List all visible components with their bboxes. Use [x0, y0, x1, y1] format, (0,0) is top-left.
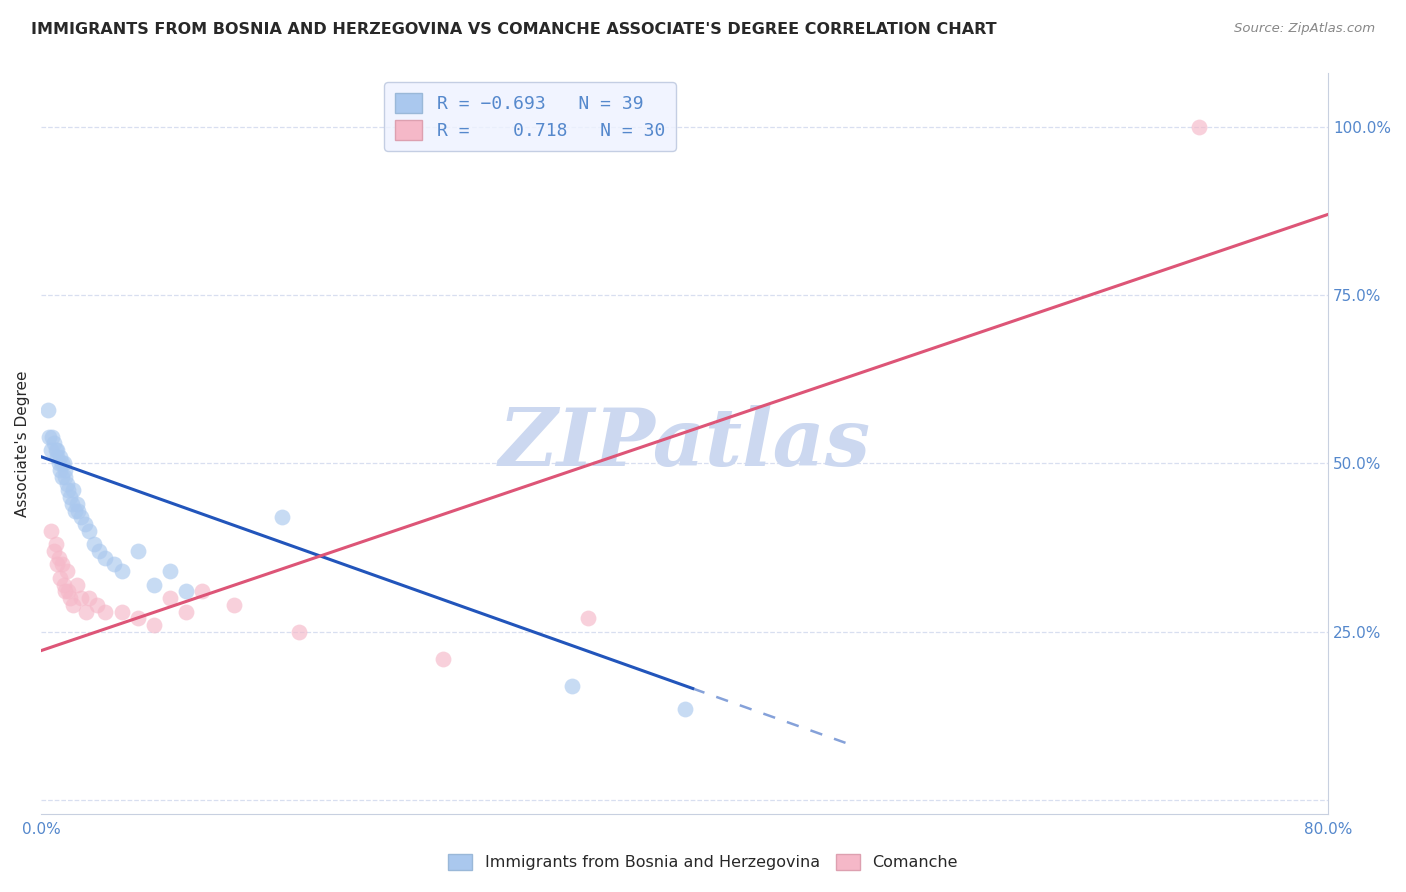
Point — [79, 591, 101, 606]
Point — [94, 550, 117, 565]
Point — [127, 611, 149, 625]
Point — [52, 457, 75, 471]
Point — [110, 605, 132, 619]
Point — [45, 537, 67, 551]
Point — [52, 577, 75, 591]
Point — [51, 470, 73, 484]
Text: ZIPatlas: ZIPatlas — [499, 404, 870, 482]
Point — [87, 544, 110, 558]
Point — [65, 577, 87, 591]
Point — [49, 571, 72, 585]
Point — [53, 470, 76, 484]
Point — [48, 457, 70, 471]
Point — [53, 584, 76, 599]
Point — [83, 537, 105, 551]
Point — [38, 429, 60, 443]
Point — [79, 524, 101, 538]
Point — [174, 584, 197, 599]
Legend: R = −0.693   N = 39, R =    0.718   N = 30: R = −0.693 N = 39, R = 0.718 N = 30 — [384, 82, 676, 151]
Point — [41, 429, 63, 443]
Point — [75, 605, 97, 619]
Point — [53, 463, 76, 477]
Point — [103, 558, 125, 572]
Point — [59, 591, 82, 606]
Point — [70, 591, 93, 606]
Point — [48, 550, 70, 565]
Point — [224, 598, 246, 612]
Point — [65, 497, 87, 511]
Point — [127, 544, 149, 558]
Point — [1188, 120, 1211, 134]
Point — [86, 598, 108, 612]
Point — [287, 624, 309, 639]
Text: Source: ZipAtlas.com: Source: ZipAtlas.com — [1234, 22, 1375, 36]
Point — [59, 490, 82, 504]
Point — [39, 442, 62, 457]
Point — [271, 510, 294, 524]
Point — [56, 476, 79, 491]
Point — [56, 564, 79, 578]
Point — [67, 503, 90, 517]
Point — [561, 679, 583, 693]
Point — [60, 497, 83, 511]
Point — [110, 564, 132, 578]
Point — [63, 503, 86, 517]
Point — [42, 544, 65, 558]
Point — [432, 651, 454, 665]
Point — [174, 605, 197, 619]
Point — [142, 618, 165, 632]
Point — [51, 457, 73, 471]
Legend: Immigrants from Bosnia and Herzegovina, Comanche: Immigrants from Bosnia and Herzegovina, … — [441, 847, 965, 877]
Point — [94, 605, 117, 619]
Point — [45, 442, 67, 457]
Point — [58, 584, 80, 599]
Point — [49, 463, 72, 477]
Point — [159, 591, 181, 606]
Point — [58, 483, 80, 498]
Point — [37, 402, 59, 417]
Point — [142, 577, 165, 591]
Text: IMMIGRANTS FROM BOSNIA AND HERZEGOVINA VS COMANCHE ASSOCIATE'S DEGREE CORRELATIO: IMMIGRANTS FROM BOSNIA AND HERZEGOVINA V… — [31, 22, 997, 37]
Point — [46, 450, 69, 464]
Point — [49, 450, 72, 464]
Point — [673, 702, 696, 716]
Point — [576, 611, 599, 625]
Point — [191, 584, 214, 599]
Point — [39, 524, 62, 538]
Point — [42, 436, 65, 450]
Y-axis label: Associate's Degree: Associate's Degree — [15, 370, 30, 516]
Point — [51, 558, 73, 572]
Point — [70, 510, 93, 524]
Point — [46, 442, 69, 457]
Point — [159, 564, 181, 578]
Point — [73, 516, 96, 531]
Point — [46, 558, 69, 572]
Point — [62, 483, 84, 498]
Point — [62, 598, 84, 612]
